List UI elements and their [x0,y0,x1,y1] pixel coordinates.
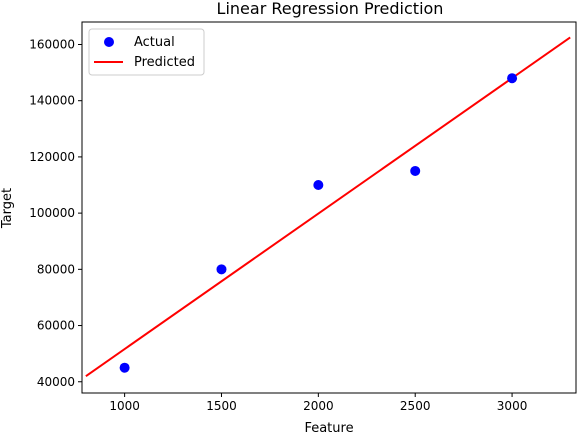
y-tick-label: 120000 [29,150,75,164]
legend-label-actual: Actual [134,35,175,50]
x-axis-label: Feature [304,421,353,435]
actual-point [216,264,226,274]
y-tick-label: 140000 [29,94,75,108]
actual-point [120,363,130,373]
x-tick-label: 1000 [109,399,140,413]
actual-point [313,180,323,190]
legend-label-predicted: Predicted [134,55,195,70]
y-tick-label: 60000 [37,319,75,333]
legend-marker-actual [104,37,114,47]
y-tick-label: 160000 [29,37,75,51]
x-tick-label: 2000 [303,399,334,413]
y-tick-label: 100000 [29,206,75,220]
x-tick-label: 1500 [206,399,237,413]
actual-point [410,166,420,176]
actual-point [507,73,517,83]
y-axis: 40000 60000 80000 100000 120000 140000 160000 [29,37,82,388]
x-tick-label: 3000 [497,399,528,413]
y-axis-label: Target [0,188,15,229]
y-tick-label: 80000 [37,262,75,276]
legend: Actual Predicted [89,29,204,75]
x-axis: 1000 1500 2000 2500 3000 [109,393,527,413]
chart-title: Linear Regression Prediction [217,0,444,18]
y-tick-label: 40000 [37,375,75,389]
plot-area [82,22,576,393]
x-tick-label: 2500 [400,399,431,413]
